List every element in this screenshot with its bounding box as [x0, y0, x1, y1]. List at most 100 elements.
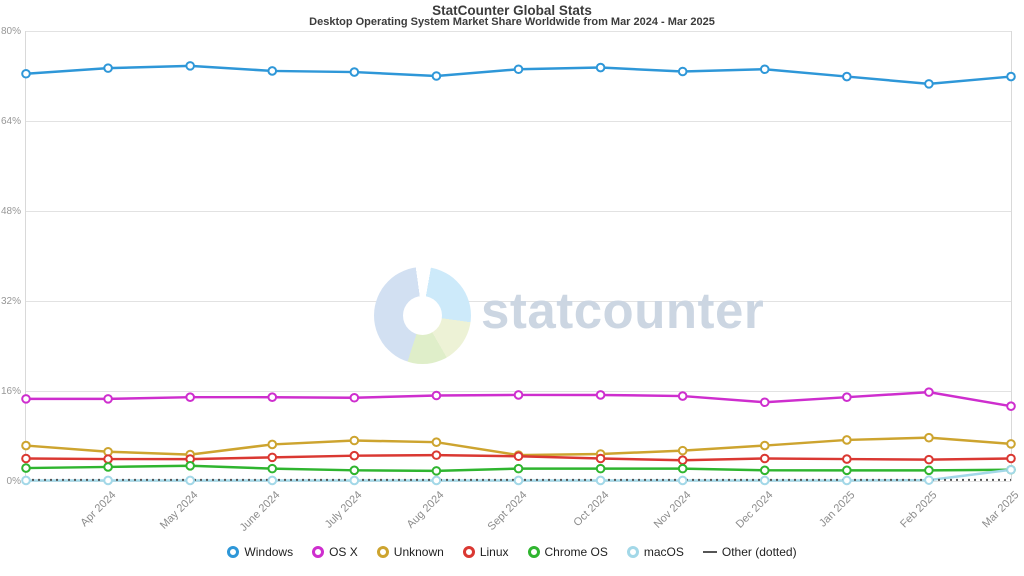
- watermark: statcounter: [366, 263, 786, 378]
- legend-label: Chrome OS: [544, 545, 608, 559]
- y-axis-label: 80%: [0, 26, 21, 37]
- data-point: [842, 71, 852, 82]
- data-point: [431, 437, 442, 447]
- data-point: [842, 435, 852, 445]
- legend-item-other-dotted: Other (dotted): [702, 545, 797, 559]
- x-axis-label: Apr 2024: [78, 489, 119, 530]
- data-point: [759, 453, 770, 464]
- y-axis-label: 32%: [0, 296, 21, 307]
- x-axis-label: July 2024: [323, 489, 365, 531]
- data-point: [1006, 401, 1016, 411]
- x-axis-label: Feb 2025: [898, 489, 940, 531]
- data-point: [431, 466, 442, 476]
- data-point: [924, 79, 934, 89]
- data-point: [103, 454, 113, 464]
- data-point: [759, 440, 770, 451]
- data-point: [185, 392, 195, 402]
- data-point: [21, 475, 31, 486]
- data-point: [349, 67, 360, 77]
- data-point: [185, 61, 195, 71]
- data-point: [1006, 439, 1016, 449]
- data-point: [842, 475, 852, 486]
- data-point: [595, 463, 606, 474]
- data-point: [267, 463, 278, 474]
- y-axis-label: 48%: [0, 206, 21, 217]
- legend-ring-icon: [376, 546, 389, 558]
- legend-label: Linux: [479, 545, 509, 559]
- series-markers-windows: [21, 61, 1016, 89]
- data-point: [842, 392, 852, 402]
- legend-item-macos: macOS: [626, 545, 684, 559]
- data-point: [677, 455, 688, 465]
- data-point: [595, 475, 606, 486]
- data-point: [21, 453, 31, 464]
- gridline: [26, 301, 1011, 302]
- legend-ring-icon: [626, 546, 639, 558]
- data-point: [349, 450, 360, 461]
- data-point: [513, 463, 524, 474]
- data-point: [267, 475, 278, 486]
- legend-label: Other (dotted): [721, 545, 797, 559]
- watermark-text: statcounter: [481, 282, 765, 339]
- data-point: [759, 475, 770, 486]
- legend-item-windows: Windows: [227, 545, 293, 559]
- chart-title: StatCounter Global Stats: [432, 3, 592, 18]
- data-point: [349, 475, 360, 486]
- y-axis-label: 0%: [6, 476, 21, 487]
- legend-label: Windows: [244, 545, 294, 559]
- data-point: [842, 454, 852, 464]
- x-axis-label: Jan 2025: [816, 489, 858, 530]
- x-axis-label: Sept 2024: [485, 489, 529, 533]
- data-point: [21, 68, 31, 79]
- data-point: [759, 64, 770, 75]
- data-point: [349, 435, 360, 446]
- legend-ring-icon: [227, 546, 240, 558]
- data-point: [267, 66, 278, 76]
- plot-area: statcounter: [21, 31, 1016, 486]
- data-point: [103, 63, 113, 73]
- x-axis-label: Mar 2025: [980, 489, 1022, 531]
- legend-label: OS X: [329, 545, 358, 559]
- legend-label: macOS: [643, 545, 684, 559]
- data-point: [1006, 464, 1016, 475]
- data-point: [924, 432, 934, 443]
- data-point: [21, 440, 31, 451]
- data-point: [677, 463, 688, 474]
- data-point: [103, 394, 113, 404]
- data-point: [349, 392, 360, 403]
- data-point: [924, 465, 934, 476]
- data-point: [513, 451, 524, 462]
- data-point: [1006, 453, 1016, 464]
- data-point: [513, 64, 524, 75]
- legend-item-chrome-os: Chrome OS: [527, 545, 608, 559]
- data-point: [21, 463, 31, 473]
- data-point: [677, 475, 688, 486]
- y-axis-label: 64%: [0, 116, 21, 127]
- legend-label: Unknown: [393, 545, 444, 559]
- data-point: [924, 387, 934, 397]
- y-axis-label: 16%: [0, 386, 21, 397]
- x-axis-label: Oct 2024: [571, 489, 612, 530]
- gridline: [26, 211, 1011, 212]
- data-point: [267, 392, 278, 402]
- series-markers-os-x: [21, 387, 1016, 411]
- series-markers-macos: [21, 464, 1016, 486]
- data-point: [759, 397, 770, 408]
- gridline: [26, 31, 1011, 32]
- data-point: [185, 461, 195, 471]
- data-point: [924, 454, 934, 465]
- statcounter-logo-icon: [374, 267, 471, 364]
- series-markers-chrome-os: [21, 461, 1016, 476]
- legend: Windows OS X Unknown Linux Chrome OS macOS Oth…: [0, 545, 1024, 559]
- chart-subtitle: Desktop Operating System Market Share Wo…: [309, 16, 715, 28]
- data-point: [677, 445, 688, 456]
- data-point: [21, 394, 31, 404]
- data-point: [677, 391, 688, 401]
- data-point: [677, 66, 688, 77]
- data-point: [595, 62, 606, 73]
- legend-ring-icon: [527, 546, 540, 558]
- data-point: [103, 475, 113, 486]
- x-axis-label: May 2024: [157, 489, 201, 532]
- data-point: [513, 475, 524, 486]
